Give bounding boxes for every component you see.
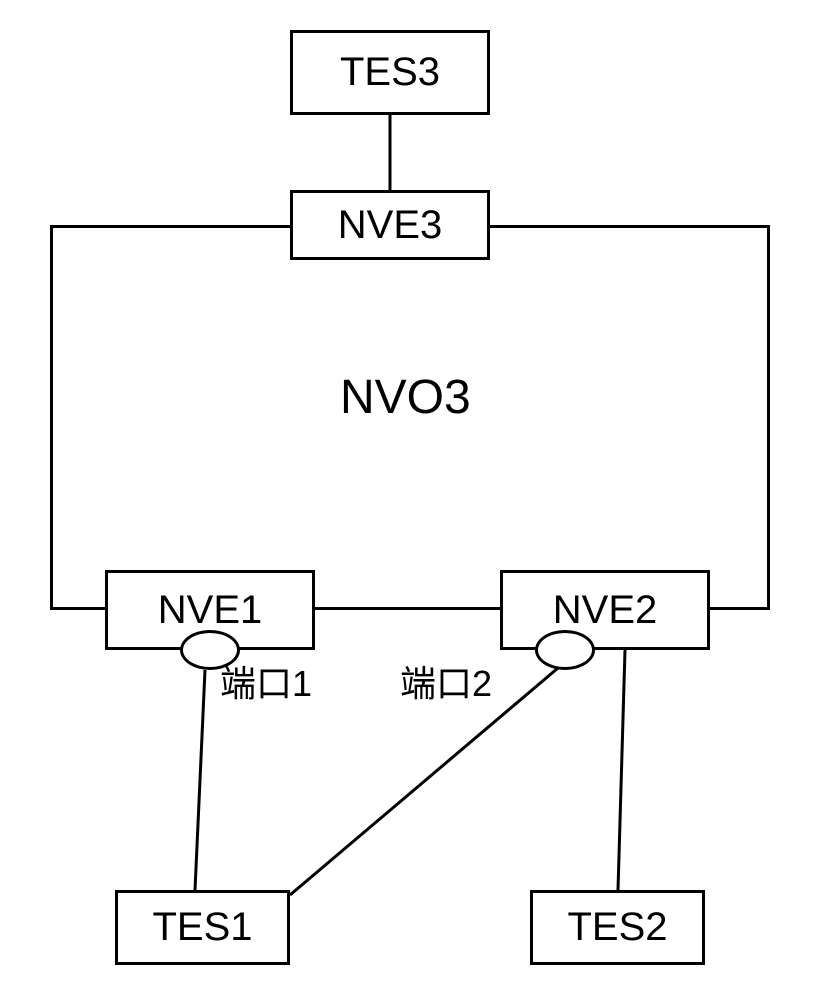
tes3-node: TES3 xyxy=(290,30,490,115)
nve3-label: NVE3 xyxy=(338,203,443,248)
diagram-canvas: NVO3 TES3 NVE3 NVE1 NVE2 端口1 端口2 TES1 TE… xyxy=(0,0,819,1000)
port1-label: 端口1 xyxy=(220,655,312,707)
tes3-label: TES3 xyxy=(340,50,440,95)
edge-port1-tes1 xyxy=(195,670,205,890)
nve3-node: NVE3 xyxy=(290,190,490,260)
edge-nve2-tes2 xyxy=(618,650,625,890)
port2-ellipse xyxy=(535,630,595,670)
nve2-label: NVE2 xyxy=(553,588,658,633)
nve1-label: NVE1 xyxy=(158,588,263,633)
nvo3-label: NVO3 xyxy=(340,370,471,425)
tes2-node: TES2 xyxy=(530,890,705,965)
tes1-label: TES1 xyxy=(152,905,252,950)
port2-label: 端口2 xyxy=(400,655,492,707)
tes1-node: TES1 xyxy=(115,890,290,965)
tes2-label: TES2 xyxy=(567,905,667,950)
nve2-node: NVE2 xyxy=(500,570,710,650)
